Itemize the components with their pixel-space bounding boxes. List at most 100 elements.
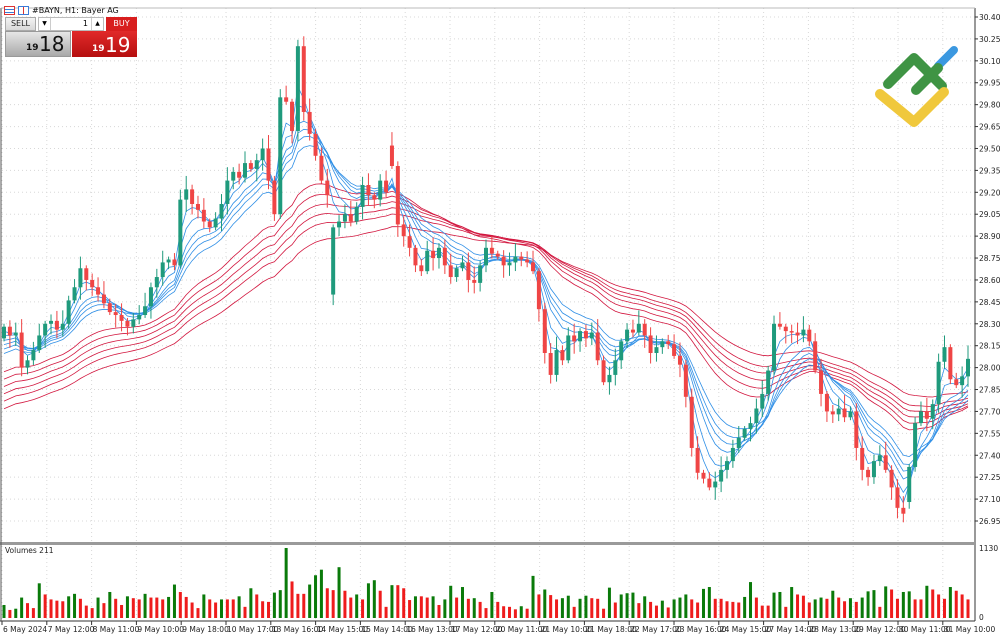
candle-bearish — [901, 496, 906, 523]
candle-body — [654, 347, 659, 353]
candle-bearish — [948, 344, 953, 385]
volume-bar — [431, 596, 435, 618]
candle-bullish — [748, 416, 753, 442]
candle-bearish — [572, 323, 577, 354]
candle-body — [836, 408, 841, 415]
volume-bar — [613, 602, 617, 618]
candle-bullish — [213, 212, 218, 231]
volume-bar — [366, 583, 370, 618]
time-axis: 6 May 2024 7 May 12:008 May 11:009 May 10… — [1, 621, 996, 634]
volume-bar — [372, 580, 376, 618]
volume-bar — [314, 575, 318, 618]
candle-body — [589, 332, 594, 339]
candle-body — [190, 189, 195, 204]
candle-bearish — [895, 479, 900, 519]
volume-bar — [731, 601, 735, 618]
sell-price-button[interactable]: 19 18 — [5, 31, 71, 57]
candle-bearish — [889, 465, 894, 500]
sell-button[interactable]: SELL — [5, 17, 36, 31]
volume-bar — [854, 601, 858, 618]
volume-bar — [325, 588, 329, 618]
menu-list-icon[interactable] — [4, 5, 15, 15]
candle-body — [642, 323, 647, 336]
candle-body — [695, 447, 700, 473]
candle-bearish — [54, 310, 59, 339]
candle-bullish — [772, 315, 777, 376]
candle-body — [918, 411, 923, 424]
candle-bullish — [143, 292, 148, 318]
candle-bearish — [795, 322, 800, 345]
volume-bar — [484, 608, 488, 618]
volume-bar — [108, 591, 112, 618]
candle-body — [619, 341, 624, 361]
pane-separator[interactable] — [0, 542, 975, 545]
decrease-volume-icon[interactable]: ▼ — [39, 18, 51, 30]
time-tick-label: 31 May 10:00 — [944, 625, 996, 634]
volume-bar — [690, 599, 694, 618]
buy-button[interactable]: BUY — [106, 17, 137, 31]
volume-bar — [749, 582, 753, 618]
chart-title-bar: #BAYN, H1: Bayer AG — [4, 3, 119, 17]
candle-bearish — [789, 324, 794, 344]
candle-body — [513, 256, 518, 263]
candle-body — [877, 455, 882, 462]
volume-bar — [167, 596, 171, 618]
candle-body — [701, 472, 706, 479]
price-tick-label: 28.75 — [979, 254, 1000, 263]
candle-bearish — [101, 281, 106, 309]
candle-body — [284, 97, 289, 102]
candle-bearish — [830, 405, 835, 423]
candle-bearish — [583, 324, 588, 348]
candle-body — [507, 262, 512, 266]
candle-body — [31, 350, 36, 361]
candle-body — [113, 312, 118, 316]
chart-title: #BAYN, H1: Bayer AG — [32, 5, 119, 15]
volume-bar — [619, 594, 623, 618]
volume-bar — [37, 583, 41, 618]
volume-input[interactable]: 1 — [82, 19, 88, 28]
increase-volume-icon[interactable]: ▲ — [91, 18, 103, 30]
candle-body — [578, 331, 583, 342]
chart-type-icon[interactable] — [18, 5, 29, 15]
candle-body — [630, 329, 635, 333]
buy-price-button[interactable]: 19 19 — [72, 31, 137, 57]
price-tick-label: 30.10 — [979, 57, 1000, 66]
candle-bullish — [719, 456, 724, 493]
volume-bar — [549, 595, 553, 618]
sell-price-prefix: 19 — [26, 43, 39, 53]
volume-bar — [578, 598, 582, 618]
volume-bar — [308, 584, 312, 618]
candle-body — [248, 163, 253, 169]
volume-bar — [837, 597, 841, 618]
candle-body — [419, 265, 424, 272]
candle-bearish — [601, 355, 606, 386]
candle-bullish — [66, 295, 71, 329]
volume-bar — [67, 596, 71, 618]
candle-body — [413, 247, 418, 266]
volume-bar — [643, 596, 647, 618]
candle-body — [901, 507, 906, 514]
candle-bearish — [290, 98, 295, 144]
candle-body — [325, 180, 330, 196]
ma-short-line — [3, 120, 969, 480]
candle-body — [854, 411, 859, 448]
candle-bearish — [19, 319, 24, 377]
candle-body — [889, 469, 894, 488]
candle-bearish — [883, 441, 888, 473]
candle-body — [78, 268, 83, 288]
candle-body — [666, 341, 671, 345]
volume-bar — [872, 590, 876, 618]
volume-stepper[interactable]: ▼ 1 ▲ — [38, 17, 104, 31]
candle-body — [231, 171, 236, 181]
price-tick-label: 27.10 — [979, 495, 1000, 504]
candle-body — [736, 437, 741, 448]
candle-body — [225, 180, 230, 204]
candle-bearish — [413, 244, 418, 273]
volume-bar — [654, 605, 658, 618]
volume-bar — [184, 596, 188, 618]
candle-body — [166, 259, 171, 263]
volume-bar — [525, 608, 529, 618]
candle-body — [395, 166, 400, 225]
candle-bearish — [113, 303, 118, 328]
